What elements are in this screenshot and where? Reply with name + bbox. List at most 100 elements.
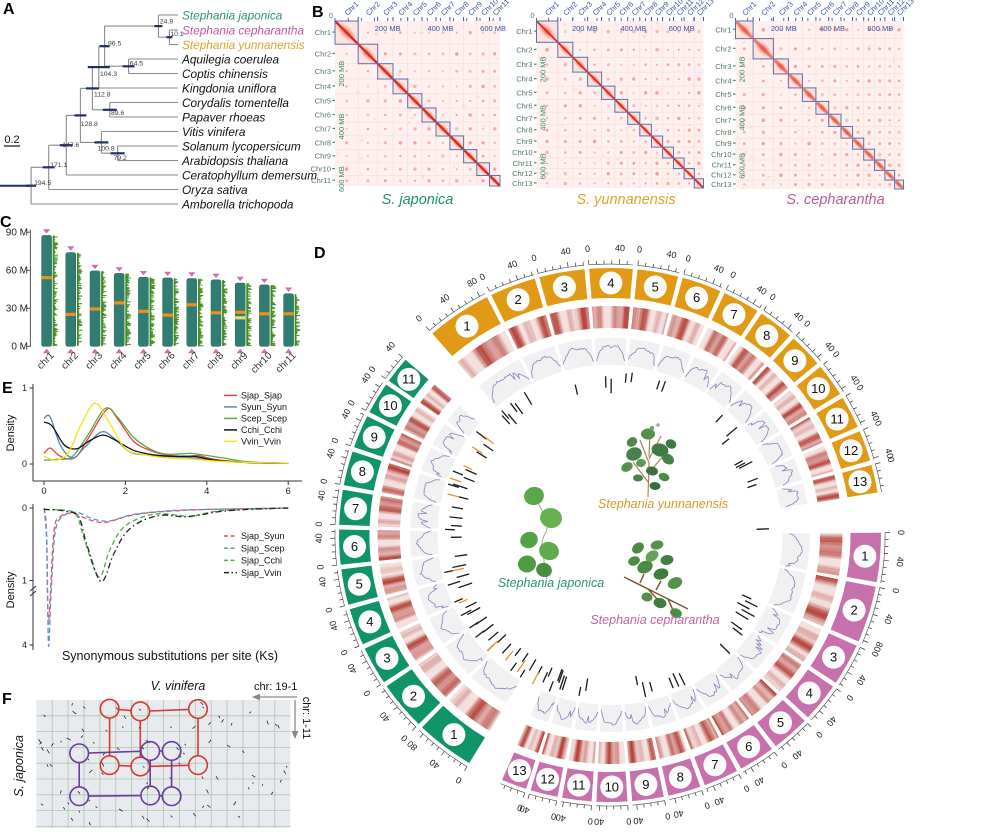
svg-text:3: 3 bbox=[561, 279, 568, 294]
svg-text:Chr10: Chr10 bbox=[311, 165, 331, 174]
svg-text:Chr3: Chr3 bbox=[315, 67, 331, 76]
svg-text:60 M: 60 M bbox=[6, 266, 28, 277]
svg-text:200 MB: 200 MB bbox=[771, 24, 797, 33]
svg-text:Chr7: Chr7 bbox=[715, 116, 731, 125]
svg-text:Chr2: Chr2 bbox=[315, 49, 331, 58]
svg-text:D: D bbox=[314, 245, 326, 262]
svg-text:12: 12 bbox=[844, 443, 858, 458]
svg-text:Stephania japonica: Stephania japonica bbox=[498, 576, 604, 590]
svg-text:0.2: 0.2 bbox=[4, 134, 19, 146]
svg-text:Chr6: Chr6 bbox=[715, 103, 731, 112]
svg-text:Aquilegia coerulea: Aquilegia coerulea bbox=[181, 53, 280, 67]
svg-text:Chr10: Chr10 bbox=[711, 150, 731, 159]
svg-text:Chr2: Chr2 bbox=[516, 45, 532, 54]
svg-text:2: 2 bbox=[514, 292, 521, 307]
svg-text:Chr7: Chr7 bbox=[516, 114, 532, 123]
svg-text:4: 4 bbox=[22, 640, 27, 650]
svg-text:Chr8: Chr8 bbox=[715, 128, 731, 137]
svg-text:Chr4: Chr4 bbox=[715, 76, 731, 85]
svg-text:400 MB: 400 MB bbox=[738, 105, 747, 131]
svg-text:600 MB: 600 MB bbox=[738, 153, 747, 179]
svg-text:0: 0 bbox=[41, 486, 46, 497]
svg-text:Chr11: Chr11 bbox=[513, 159, 533, 168]
svg-text:30 M: 30 M bbox=[6, 304, 28, 315]
svg-text:200 MB: 200 MB bbox=[539, 56, 548, 82]
svg-text:Chr5: Chr5 bbox=[516, 88, 532, 97]
svg-text:Stephania cepharantha: Stephania cepharantha bbox=[182, 24, 304, 38]
svg-text:600 MB: 600 MB bbox=[867, 24, 893, 33]
svg-text:400 MB: 400 MB bbox=[427, 24, 453, 33]
svg-text:9: 9 bbox=[642, 777, 649, 792]
svg-text:Chr6: Chr6 bbox=[516, 101, 532, 110]
svg-text:600 MB: 600 MB bbox=[669, 24, 695, 33]
svg-text:0: 0 bbox=[530, 11, 534, 20]
svg-text:40: 40 bbox=[560, 246, 571, 257]
svg-text:S. japonica: S. japonica bbox=[12, 735, 26, 797]
svg-text:400 MB: 400 MB bbox=[539, 105, 548, 131]
svg-text:Sjap_Cchi: Sjap_Cchi bbox=[241, 556, 282, 566]
svg-text:9: 9 bbox=[791, 353, 798, 368]
svg-text:6: 6 bbox=[351, 539, 358, 554]
svg-text:Chr13: Chr13 bbox=[711, 180, 731, 189]
svg-text:Chr9: Chr9 bbox=[516, 137, 532, 146]
svg-text:Cchi_Cchi: Cchi_Cchi bbox=[241, 425, 282, 435]
svg-text:40: 40 bbox=[615, 243, 625, 253]
svg-text:89.6: 89.6 bbox=[111, 110, 124, 117]
svg-text:5: 5 bbox=[356, 577, 363, 592]
svg-text:0: 0 bbox=[329, 11, 333, 20]
svg-text:6: 6 bbox=[286, 486, 291, 497]
svg-text:400 MB: 400 MB bbox=[337, 113, 346, 139]
svg-text:200 MB: 200 MB bbox=[337, 61, 346, 87]
svg-text:Chr3: Chr3 bbox=[715, 62, 731, 71]
svg-text:600 MB: 600 MB bbox=[337, 166, 346, 192]
svg-text:V. vinifera: V. vinifera bbox=[151, 679, 206, 693]
svg-text:1: 1 bbox=[463, 318, 470, 333]
svg-text:100.8: 100.8 bbox=[98, 145, 115, 152]
svg-text:Sjap_Sjap: Sjap_Sjap bbox=[241, 391, 282, 401]
svg-text:11: 11 bbox=[402, 372, 416, 387]
svg-text:0: 0 bbox=[587, 816, 593, 826]
svg-text:Chr4: Chr4 bbox=[315, 82, 331, 91]
svg-text:Chr1: Chr1 bbox=[715, 25, 731, 34]
svg-text:Chr4: Chr4 bbox=[516, 75, 532, 84]
svg-text:E: E bbox=[2, 380, 13, 397]
svg-text:24.8: 24.8 bbox=[160, 19, 173, 26]
svg-text:128.8: 128.8 bbox=[81, 121, 98, 128]
svg-text:Chr5: Chr5 bbox=[315, 96, 331, 105]
svg-text:Chr8: Chr8 bbox=[516, 126, 532, 135]
svg-text:Scep_Scep: Scep_Scep bbox=[241, 414, 287, 424]
svg-text:Sjap_Scep: Sjap_Scep bbox=[241, 543, 285, 553]
svg-text:104.3: 104.3 bbox=[100, 71, 117, 78]
svg-text:Sjap_Syun: Sjap_Syun bbox=[241, 531, 285, 541]
svg-text:0: 0 bbox=[585, 244, 591, 254]
svg-text:B: B bbox=[312, 4, 324, 21]
svg-text:4: 4 bbox=[806, 685, 813, 700]
svg-text:10: 10 bbox=[383, 398, 397, 413]
svg-text:0 M: 0 M bbox=[11, 342, 28, 353]
svg-text:1: 1 bbox=[450, 727, 457, 742]
svg-text:Density: Density bbox=[5, 414, 17, 451]
svg-text:F: F bbox=[2, 691, 12, 708]
svg-text:Stephania cepharantha: Stephania cepharantha bbox=[590, 613, 719, 627]
svg-text:11: 11 bbox=[572, 777, 586, 792]
svg-text:Chr11: Chr11 bbox=[311, 176, 331, 185]
svg-text:Chr1: Chr1 bbox=[315, 28, 331, 37]
svg-text:Solanum lycopersicum: Solanum lycopersicum bbox=[182, 140, 301, 154]
svg-text:147.6: 147.6 bbox=[62, 142, 79, 149]
svg-text:13: 13 bbox=[512, 763, 526, 778]
svg-text:40: 40 bbox=[314, 533, 324, 543]
svg-text:8: 8 bbox=[677, 770, 684, 785]
svg-text:Chr6: Chr6 bbox=[315, 111, 331, 120]
svg-text:Stephania yunnanensis: Stephania yunnanensis bbox=[182, 38, 305, 52]
svg-text:chr: 1-11: chr: 1-11 bbox=[300, 697, 312, 740]
svg-text:4: 4 bbox=[366, 614, 373, 629]
svg-text:Chr3: Chr3 bbox=[516, 60, 532, 69]
svg-text:Ceratophyllum demersum: Ceratophyllum demersum bbox=[182, 169, 317, 183]
svg-text:11: 11 bbox=[830, 411, 844, 426]
svg-text:2: 2 bbox=[410, 689, 417, 704]
svg-text:40: 40 bbox=[895, 556, 906, 567]
svg-text:Density: Density bbox=[5, 571, 17, 608]
svg-text:12: 12 bbox=[540, 772, 554, 787]
svg-text:200 MB: 200 MB bbox=[738, 56, 747, 82]
svg-text:Chr9: Chr9 bbox=[315, 152, 331, 161]
